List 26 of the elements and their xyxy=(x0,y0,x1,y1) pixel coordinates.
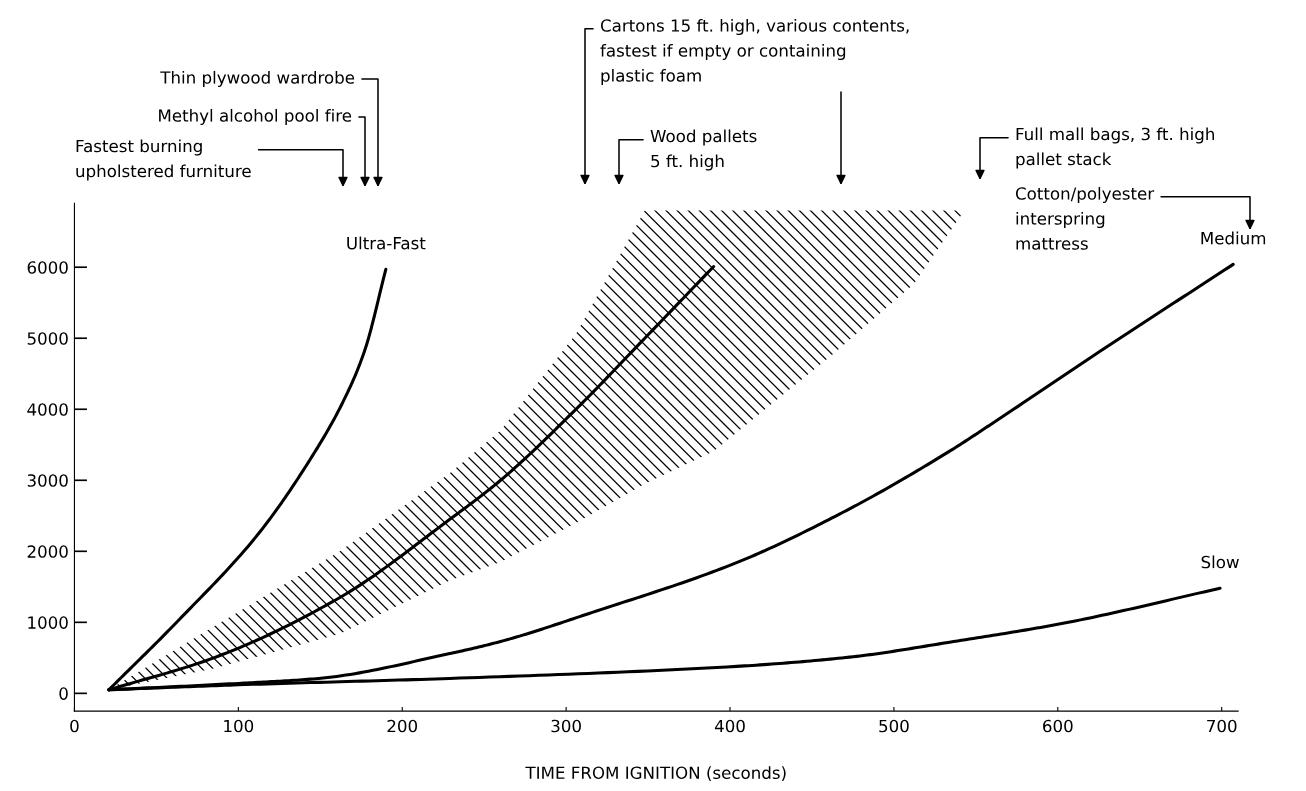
annotation: Cotton/polyester interspring mattress xyxy=(1015,186,1155,250)
text: Methyl alcohol pool fire xyxy=(159,108,352,126)
x-tick-label: 0 xyxy=(70,719,79,733)
x-tick-label: 700 xyxy=(1207,719,1237,733)
legend-label: Medium xyxy=(1201,231,1266,245)
text: Thin plywood wardrobe xyxy=(160,70,355,88)
x-tick-label: 400 xyxy=(714,719,745,733)
text: Wood pallets 5 ft. high xyxy=(650,129,757,171)
x-axis-title: TIME FROM IGNITION (seconds) xyxy=(525,766,786,781)
x-tick-label: 600 xyxy=(1043,719,1073,733)
series-label: Ultra-Fast xyxy=(347,236,426,250)
y-tick-label: 6000 xyxy=(27,261,68,274)
series-label: Slow xyxy=(1201,555,1239,569)
text: Cartons 15 ft. high, various contents, fastest if empty or containing plastic foam xyxy=(600,18,909,86)
text: Full mall bags, 3 ft. high pallet stack xyxy=(1016,127,1214,169)
y-tick-label: 3000 xyxy=(27,474,68,487)
y-tick-label: 2000 xyxy=(27,545,68,558)
x-tick-label: 500 xyxy=(879,719,909,733)
y-tick-label: 5000 xyxy=(27,332,68,345)
x-tick-label: 300 xyxy=(551,719,581,733)
y-tick-label: 0 xyxy=(59,687,68,700)
x-tick-label: 100 xyxy=(224,719,254,733)
text: Fastest burning upholstered furniture xyxy=(76,139,251,181)
y-tick-label: 4000 xyxy=(27,403,68,416)
x-tick-label: 200 xyxy=(387,719,418,733)
y-tick-label: 1000 xyxy=(28,616,68,629)
